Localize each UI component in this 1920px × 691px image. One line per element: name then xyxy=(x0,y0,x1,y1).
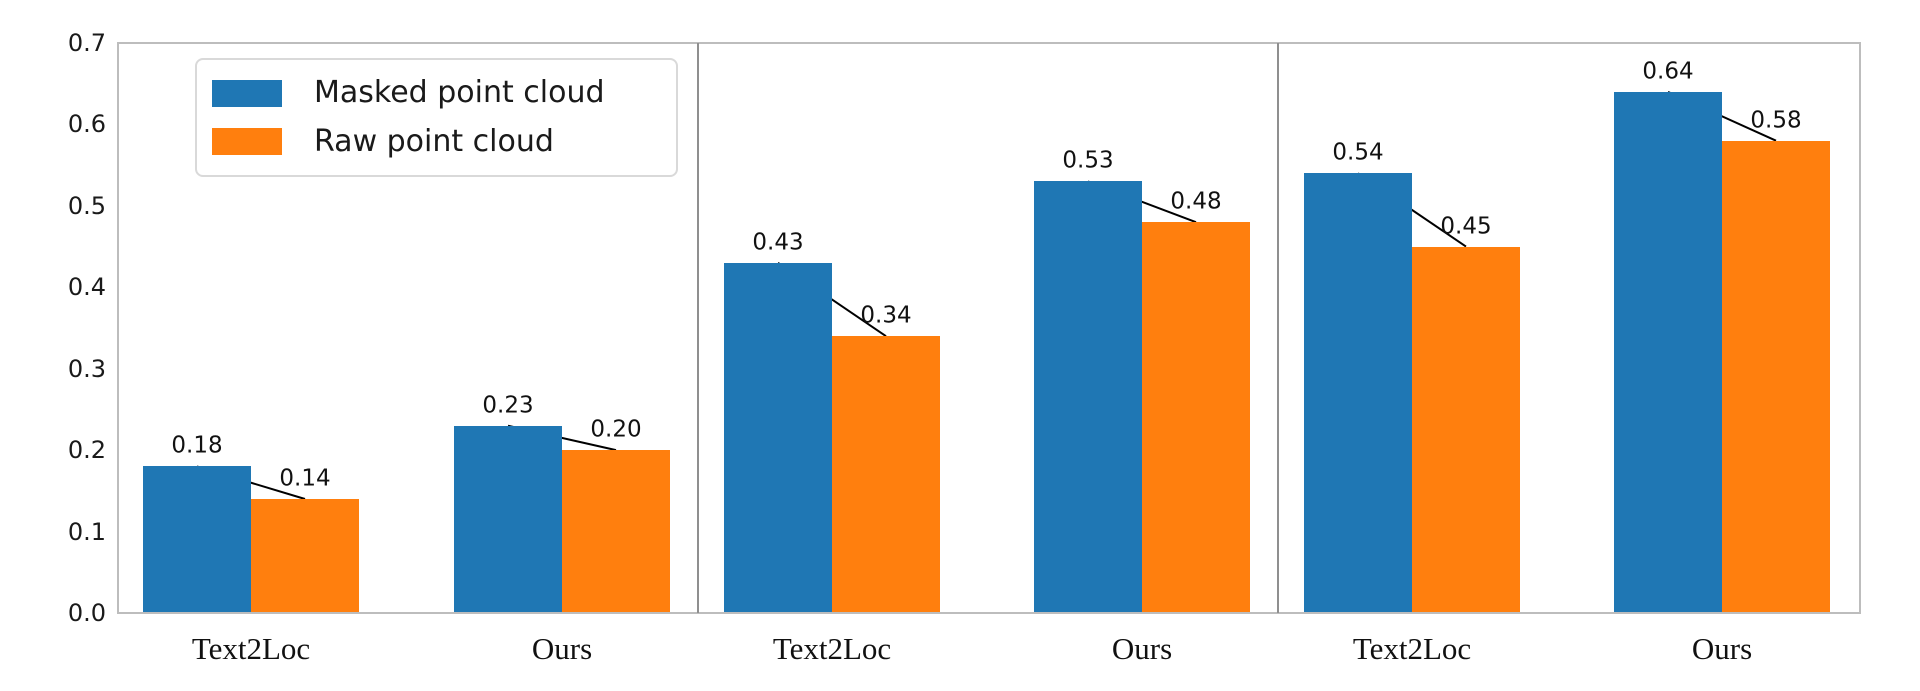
y-tick-label-0.4: 0.4 xyxy=(67,273,106,302)
x-tick-label-text2loc-4: Text2Loc xyxy=(1352,631,1472,666)
bar-raw-ours-1 xyxy=(562,450,670,612)
y-tick-label-0.0: 0.0 xyxy=(67,599,106,627)
bar-value-label-masked-5: 0.64 xyxy=(1642,58,1694,85)
bar-raw-text2loc-4 xyxy=(1412,246,1520,612)
x-tick-label-ours-1: Ours xyxy=(531,631,593,666)
y-tick-label-0.6: 0.6 xyxy=(67,110,106,139)
legend-item-raw-point-cloud: Raw point cloud xyxy=(212,123,676,159)
legend-label-masked: Masked point cloud xyxy=(314,75,605,111)
bar-raw-ours-5 xyxy=(1722,140,1830,612)
bar-value-label-masked-3: 0.53 xyxy=(1062,147,1114,174)
bar-masked-ours-3 xyxy=(1034,181,1142,612)
bar-masked-ours-1 xyxy=(454,425,562,612)
bar-value-label-raw-2: 0.34 xyxy=(860,302,912,329)
bar-raw-text2loc-0 xyxy=(251,499,359,612)
bar-value-label-masked-0: 0.18 xyxy=(171,432,223,459)
bar-raw-text2loc-2 xyxy=(832,336,940,612)
legend-label-raw: Raw point cloud xyxy=(314,123,554,159)
y-tick-label-0.3: 0.3 xyxy=(67,354,106,383)
bar-masked-text2loc-2 xyxy=(724,262,832,612)
bar-raw-ours-3 xyxy=(1142,222,1250,612)
legend: Masked point cloud Raw point cloud xyxy=(195,58,678,177)
bar-masked-text2loc-0 xyxy=(143,466,251,612)
legend-swatch-raw-icon xyxy=(212,128,282,156)
x-tick-label-ours-3: Ours xyxy=(1111,631,1173,666)
bar-value-label-raw-5: 0.58 xyxy=(1750,107,1802,134)
bar-value-label-raw-1: 0.20 xyxy=(590,416,642,443)
plot-area xyxy=(117,42,1861,614)
y-tick-label-0.1: 0.1 xyxy=(67,517,106,546)
bar-value-label-masked-2: 0.43 xyxy=(752,229,804,256)
y-tick-label-0.2: 0.2 xyxy=(67,436,106,465)
legend-item-masked-point-cloud: Masked point cloud xyxy=(212,78,676,108)
panel-divider-1 xyxy=(1277,43,1279,613)
panel-divider-0 xyxy=(697,43,699,613)
y-tick-label-0.5: 0.5 xyxy=(67,191,106,220)
bar-masked-text2loc-4 xyxy=(1304,173,1412,612)
y-tick-label-0.7: 0.7 xyxy=(67,29,106,57)
bar-value-label-raw-4: 0.45 xyxy=(1440,213,1492,240)
bar-value-label-raw-3: 0.48 xyxy=(1170,188,1222,215)
x-tick-label-text2loc-2: Text2Loc xyxy=(772,631,892,666)
x-tick-label-ours-5: Ours xyxy=(1691,631,1753,666)
bar-value-label-masked-4: 0.54 xyxy=(1332,139,1384,166)
bar-masked-ours-5 xyxy=(1614,91,1722,612)
x-tick-label-text2loc-0: Text2Loc xyxy=(191,631,311,666)
legend-swatch-masked-icon xyxy=(212,79,282,107)
bar-value-label-masked-1: 0.23 xyxy=(482,392,534,419)
bar-value-label-raw-0: 0.14 xyxy=(279,465,331,492)
